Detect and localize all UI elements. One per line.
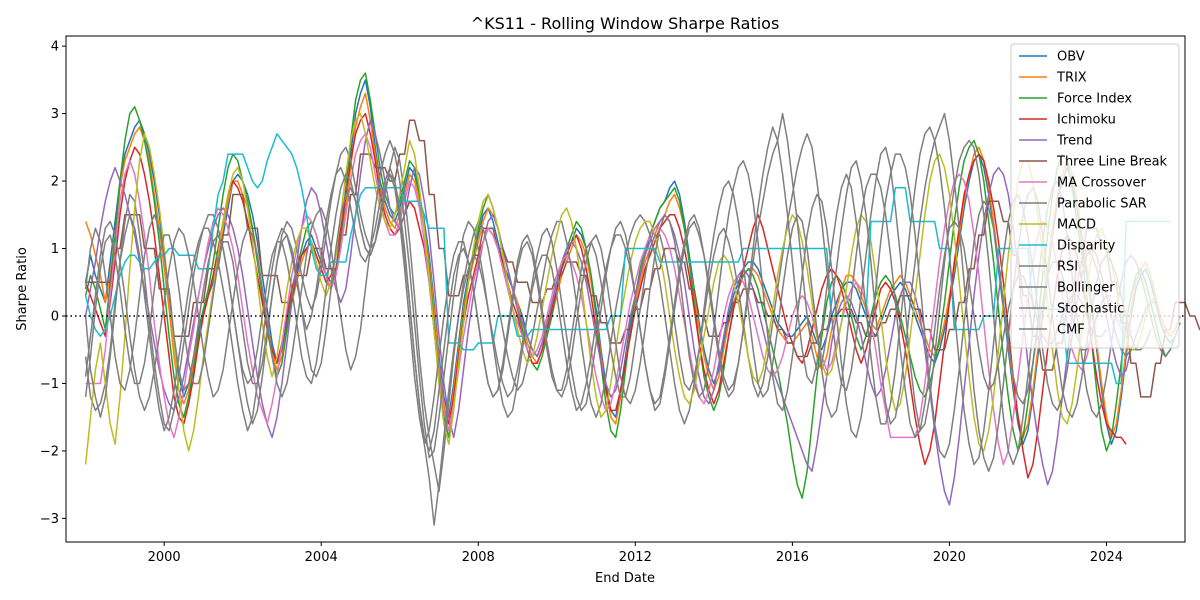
series-line-rsi [84, 112, 1152, 526]
legend-label: CMF [1057, 323, 1085, 338]
legend-label: Three Line Break [1056, 155, 1168, 170]
y-tick-label: 2 [51, 175, 59, 190]
legend: OBV TRIX Force Index Ichimoku Trend Three Lin… [1010, 43, 1180, 349]
series-line-stochastic [84, 153, 1112, 459]
axes-frame [65, 35, 1186, 543]
legend-label: Force Index [1057, 92, 1132, 107]
y-axis-ticks: −3 −2 −1 0 1 2 3 4 [40, 40, 66, 527]
legend-label: MACD [1057, 218, 1096, 233]
legend-label: Parabolic SAR [1057, 197, 1147, 212]
y-tick-label: 1 [51, 242, 59, 257]
y-tick-label: −2 [40, 444, 59, 459]
series-line-ichimoku [84, 112, 1127, 479]
y-tick-label: 0 [51, 309, 59, 324]
legend-label: OBV [1057, 50, 1085, 65]
x-axis-ticks: 2000 2004 2008 2012 2016 2020 2024 [148, 542, 1123, 565]
x-tick-label: 2000 [148, 550, 181, 565]
x-axis-label: End Date [595, 571, 655, 586]
series-line-cmf [84, 173, 1108, 452]
x-tick-label: 2024 [1090, 550, 1123, 565]
y-tick-label: −3 [40, 512, 59, 527]
x-tick-label: 2004 [305, 550, 338, 565]
x-tick-label: 2016 [776, 550, 809, 565]
y-axis-label: Sharpe Ratio [15, 247, 30, 331]
legend-label: RSI [1057, 260, 1078, 275]
x-tick-label: 2020 [933, 550, 966, 565]
legend-label: TRIX [1056, 71, 1087, 86]
y-tick-label: 4 [51, 40, 59, 55]
x-tick-label: 2008 [462, 550, 495, 565]
legend-label: MA Crossover [1057, 176, 1147, 191]
chart-title: ^KS11 - Rolling Window Sharpe Ratios [471, 14, 780, 33]
y-tick-label: −1 [40, 377, 59, 392]
legend-label: Trend [1056, 134, 1093, 149]
legend-label: Bollinger [1057, 281, 1115, 296]
legend-label: Ichimoku [1057, 113, 1116, 128]
legend-label: Stochastic [1057, 302, 1124, 317]
legend-box [1010, 43, 1180, 349]
legend-label: Disparity [1057, 239, 1116, 254]
x-tick-label: 2012 [619, 550, 652, 565]
y-tick-label: 3 [51, 107, 59, 122]
